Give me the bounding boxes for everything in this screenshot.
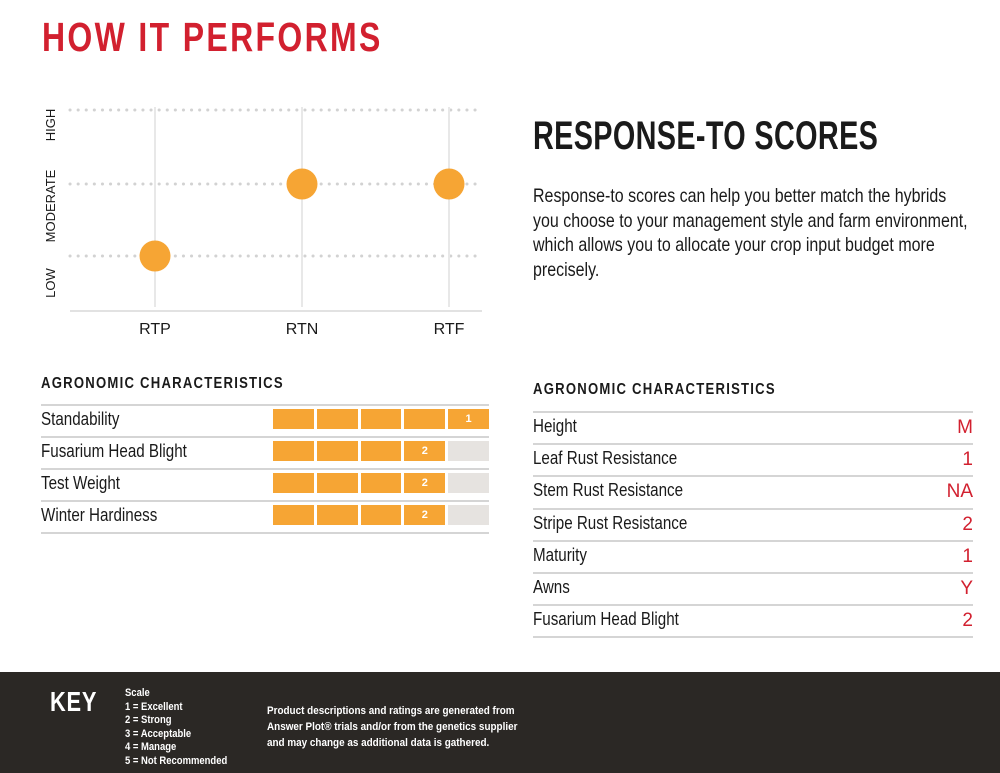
key-title: KEY xyxy=(50,686,98,717)
rating-segment-filled xyxy=(316,473,358,493)
row-value: 2 xyxy=(962,610,973,632)
response-to-heading: RESPONSE-TO SCORES xyxy=(533,114,879,158)
key-footer: KEY Scale 1 = Excellent 2 = Strong 3 = A… xyxy=(0,672,1000,773)
chart-y-axis-labels: LOW MODERATE HIGH xyxy=(43,109,58,298)
table-divider xyxy=(41,436,489,438)
table-row: Winter Hardiness 2 xyxy=(41,500,489,532)
chart-points xyxy=(139,168,465,272)
rating-score: 2 xyxy=(404,505,446,525)
rating-segment-empty xyxy=(448,473,489,493)
chart-x-axis-labels: RTP RTN RTF xyxy=(139,321,464,338)
y-label-moderate: MODERATE xyxy=(43,169,58,242)
response-to-description: Response-to scores can help you better m… xyxy=(533,185,968,281)
table-row: Height M xyxy=(533,411,973,443)
table-divider xyxy=(533,475,973,478)
rating-segment-filled xyxy=(273,473,314,493)
x-label-rtp: RTP xyxy=(139,321,171,338)
table-divider xyxy=(533,443,973,446)
page-title: HOW IT PERFORMS xyxy=(42,14,383,60)
row-value: Y xyxy=(960,578,973,599)
point-rtf xyxy=(433,168,465,200)
table-row: Maturity 1 xyxy=(533,540,973,572)
key-disclaimer: Product descriptions and ratings are gen… xyxy=(267,705,518,749)
rating-segment-empty xyxy=(448,505,489,525)
chart-grid xyxy=(68,107,484,312)
table-row: Fusarium Head Blight 2 xyxy=(41,436,489,468)
row-label: Test Weight xyxy=(41,472,120,493)
row-label: Standability xyxy=(41,408,120,429)
rating-bar: 1 xyxy=(273,409,489,429)
rating-segment-filled xyxy=(273,505,314,525)
row-label: Maturity xyxy=(533,543,587,565)
key-scale-item: 3 = Acceptable xyxy=(125,727,192,740)
row-label: Awns xyxy=(533,576,570,597)
row-value: 1 xyxy=(962,545,973,567)
row-value: 2 xyxy=(962,513,973,535)
row-label: Stripe Rust Resistance xyxy=(533,511,688,533)
table-row: Fusarium Head Blight 2 xyxy=(533,604,973,636)
key-scale-item: 2 = Strong xyxy=(125,714,172,726)
y-label-low: LOW xyxy=(43,267,58,297)
x-label-rtn: RTN xyxy=(286,321,319,338)
rating-segment-filled xyxy=(273,441,314,461)
agronomic-left-heading: AGRONOMIC CHARACTERISTICS xyxy=(41,375,284,392)
rating-segment-filled xyxy=(316,441,358,461)
table-divider xyxy=(533,572,973,574)
table-divider xyxy=(533,604,973,607)
x-label-rtf: RTF xyxy=(434,321,465,338)
row-value: 1 xyxy=(962,449,973,471)
table-divider xyxy=(41,500,489,502)
table-divider xyxy=(533,636,973,639)
table-divider xyxy=(41,404,489,406)
rating-segment-filled xyxy=(316,409,358,429)
table-divider xyxy=(41,468,489,470)
rating-bar: 2 xyxy=(273,441,489,461)
row-label: Height xyxy=(533,415,577,436)
row-label: Fusarium Head Blight xyxy=(41,440,187,461)
key-scale: Scale 1 = Excellent 2 = Strong 3 = Accep… xyxy=(125,687,244,768)
row-label: Winter Hardiness xyxy=(41,504,158,525)
table-divider xyxy=(533,411,973,413)
rating-segment-filled xyxy=(360,473,402,493)
response-to-chart: LOW MODERATE HIGH RTP RTN RTF xyxy=(43,107,484,338)
point-rtp xyxy=(139,240,171,272)
row-label: Leaf Rust Resistance xyxy=(533,447,678,469)
rating-segment-filled xyxy=(360,441,402,461)
row-value: NA xyxy=(946,481,973,503)
rating-segment-filled xyxy=(404,409,446,429)
rating-segment-filled xyxy=(273,409,314,429)
key-scale-item: 4 = Manage xyxy=(125,741,177,753)
row-label: Stem Rust Resistance xyxy=(533,479,684,501)
point-rtn xyxy=(286,168,318,200)
rating-segment-filled xyxy=(360,409,402,429)
key-scale-item: 1 = Excellent xyxy=(125,700,183,713)
table-row: Leaf Rust Resistance 1 xyxy=(533,443,973,475)
agronomic-right-heading: AGRONOMIC CHARACTERISTICS xyxy=(533,381,776,398)
table-divider xyxy=(533,507,973,510)
row-value: M xyxy=(957,417,973,438)
key-scale-title: Scale xyxy=(125,687,150,699)
table-row: Standability 1 xyxy=(41,404,489,436)
rating-score: 1 xyxy=(448,409,489,429)
y-label-high: HIGH xyxy=(43,109,58,142)
table-row: Stripe Rust Resistance 2 xyxy=(533,508,973,540)
rating-score: 2 xyxy=(404,473,446,493)
rating-segment-empty xyxy=(448,441,489,461)
row-label: Fusarium Head Blight xyxy=(533,608,679,630)
table-divider xyxy=(41,532,489,534)
table-row: Awns Y xyxy=(533,572,973,604)
key-scale-item: 5 = Not Recommended xyxy=(125,754,228,767)
table-row: Test Weight 2 xyxy=(41,468,489,500)
table-divider xyxy=(533,539,973,542)
rating-bar: 2 xyxy=(273,473,489,493)
rating-bar: 2 xyxy=(273,505,489,525)
rating-segment-filled xyxy=(360,505,402,525)
rating-segment-filled xyxy=(316,505,358,525)
table-row: Stem Rust Resistance NA xyxy=(533,475,973,507)
rating-score: 2 xyxy=(404,441,446,461)
